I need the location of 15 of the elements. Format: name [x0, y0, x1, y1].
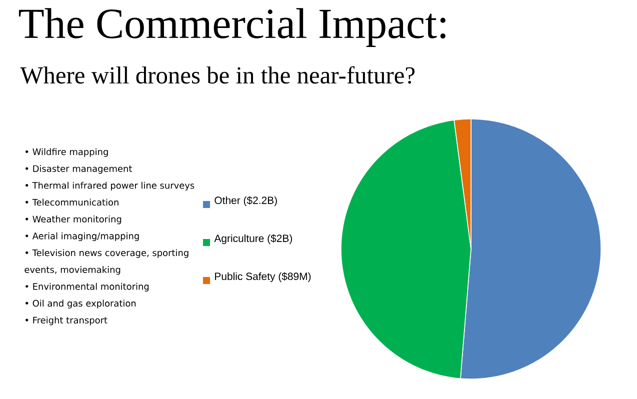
text: • Aerial imaging/mapping	[26, 232, 139, 242]
text: • Oil and gas exploration	[26, 300, 136, 308]
text: • Environmental monitoring	[26, 282, 149, 292]
text: • Telecommunication	[26, 198, 118, 206]
chart-subtitle: Where will drones be in the near-future?	[20, 66, 415, 84]
legend-label: Agriculture ($2B)	[214, 234, 292, 244]
legend-label: Public Safety ($89M)	[215, 272, 311, 282]
text: • Disaster management	[26, 165, 132, 174]
text: • Thermal infrared power line surveys	[26, 182, 194, 191]
text: • Freight transport	[26, 316, 108, 326]
text: • Weather monitoring	[26, 216, 122, 224]
text: • Television news coverage, sporting events, moviemaking	[24, 249, 188, 275]
text: • Wildfire mapping	[26, 148, 108, 157]
chart-title: The Commercial Impact:	[18, 8, 446, 48]
legend-label: Other ($2.2B)	[214, 196, 277, 206]
